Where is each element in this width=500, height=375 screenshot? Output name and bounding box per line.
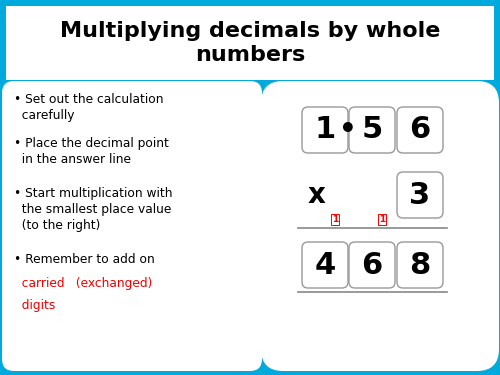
FancyBboxPatch shape [397,172,443,218]
Text: 3: 3 [410,180,430,210]
Text: 6: 6 [410,116,430,144]
FancyBboxPatch shape [302,242,348,288]
FancyBboxPatch shape [6,6,494,80]
Text: •: • [338,116,356,144]
Text: x: x [308,181,326,209]
Text: carried: carried [14,277,64,290]
Text: 1: 1 [314,116,336,144]
Text: • Set out the calculation
  carefully: • Set out the calculation carefully [14,93,164,122]
Text: 8: 8 [410,251,430,279]
Text: • Remember to add on: • Remember to add on [14,253,155,266]
FancyBboxPatch shape [397,242,443,288]
FancyBboxPatch shape [2,81,262,371]
FancyBboxPatch shape [349,242,395,288]
FancyBboxPatch shape [261,81,499,371]
Text: • Place the decimal point
  in the answer line: • Place the decimal point in the answer … [14,137,169,166]
Text: (exchanged): (exchanged) [72,277,152,290]
FancyBboxPatch shape [302,107,348,153]
Text: 1: 1 [379,215,385,224]
Text: 4: 4 [314,251,336,279]
Text: Multiplying decimals by whole
numbers: Multiplying decimals by whole numbers [60,21,440,65]
Text: 5: 5 [362,116,382,144]
FancyBboxPatch shape [349,107,395,153]
FancyBboxPatch shape [397,107,443,153]
Text: 6: 6 [362,251,382,279]
Text: 1: 1 [332,215,338,224]
Text: • Start multiplication with
  the smallest place value
  (to the right): • Start multiplication with the smallest… [14,187,172,232]
Text: digits: digits [14,299,56,312]
